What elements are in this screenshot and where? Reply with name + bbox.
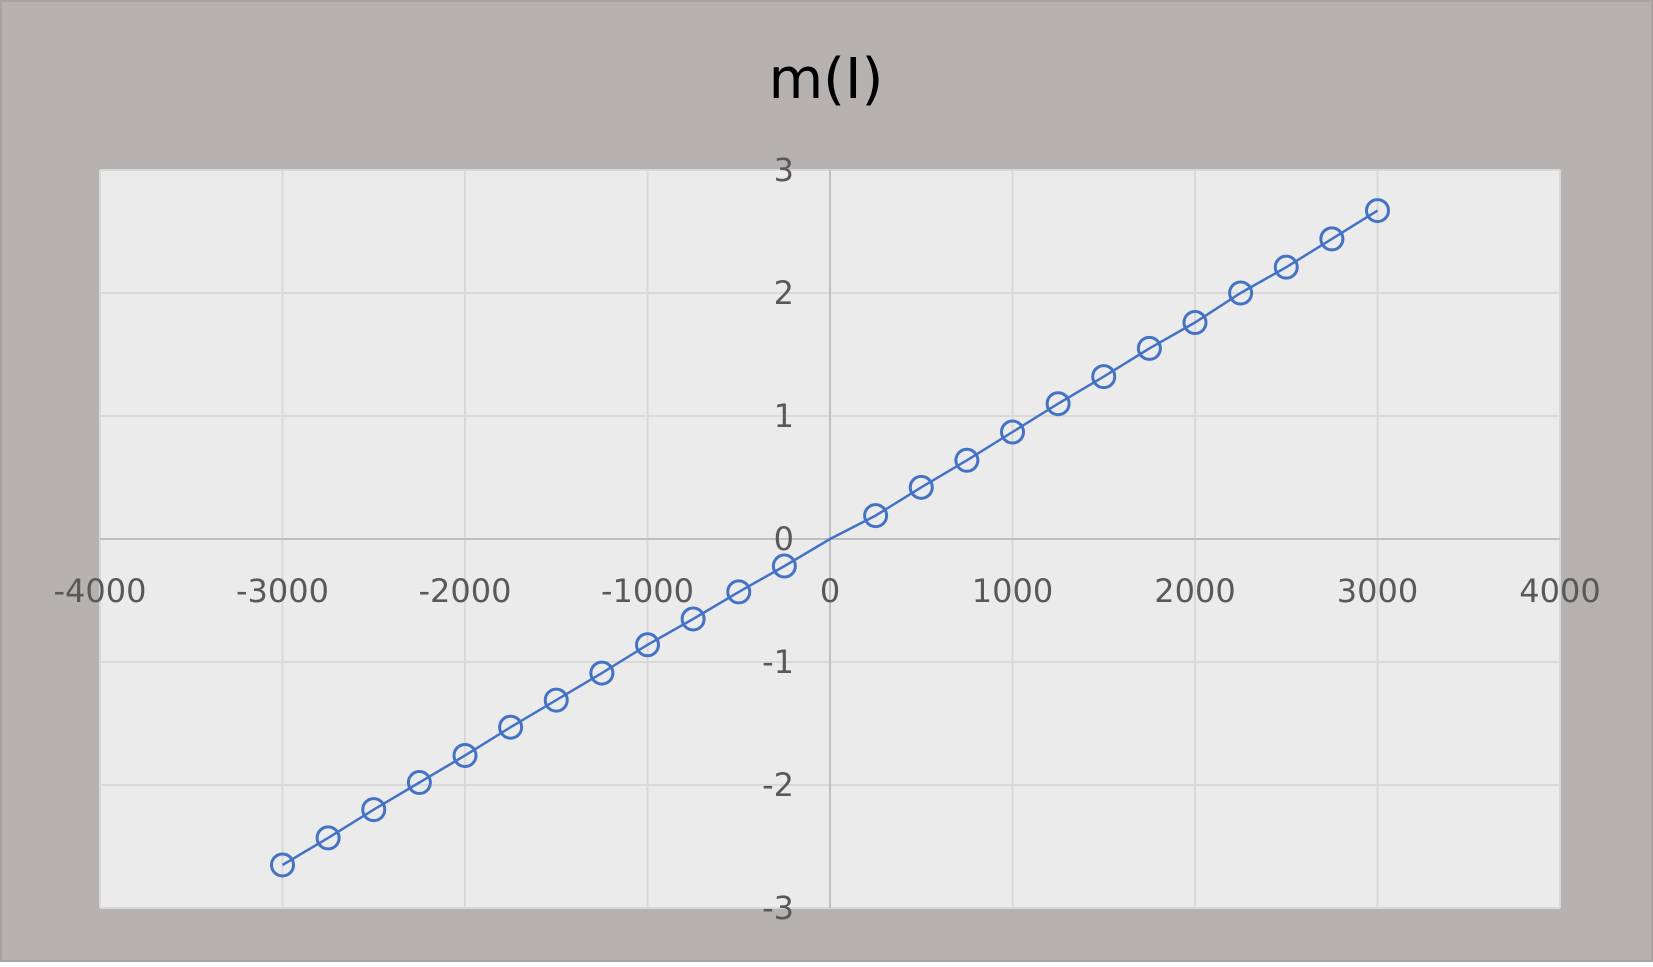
- data-point: [406, 770, 432, 796]
- x-tick-label: -3000: [236, 572, 329, 610]
- data-point: [1000, 419, 1025, 445]
- data-point: [1228, 280, 1254, 306]
- data-point: [1182, 310, 1208, 336]
- y-tick-label: 2: [774, 274, 794, 312]
- x-tick-label: 0: [820, 572, 840, 610]
- chart-title: m(I): [769, 47, 884, 112]
- y-tick-label: -2: [762, 766, 794, 804]
- y-tick-label: 0: [774, 520, 794, 558]
- data-point: [452, 742, 478, 768]
- tick-labels: -4000 -3000 -2000 -1000 0 1000 2000 3000 4000 -3 -…: [54, 151, 1601, 927]
- x-tick-label: -2000: [419, 572, 512, 610]
- x-tick-label: 3000: [1337, 572, 1418, 610]
- y-tick-label: 3: [774, 151, 794, 189]
- y-tick-label: 1: [774, 397, 794, 435]
- data-point: [315, 825, 341, 851]
- data-point: [1273, 254, 1299, 280]
- x-tick-label: 2000: [1154, 572, 1235, 610]
- data-point: [680, 606, 706, 632]
- data-point: [771, 553, 797, 579]
- data-series: [270, 198, 1390, 878]
- x-tick-label: 1000: [972, 572, 1053, 610]
- data-point: [589, 660, 615, 686]
- data-point: [543, 687, 569, 713]
- x-tick-label: -4000: [54, 572, 147, 610]
- series-line: [281, 209, 1379, 867]
- x-tick-label: 4000: [1519, 572, 1600, 610]
- data-point: [1091, 364, 1117, 390]
- data-point: [1136, 335, 1162, 361]
- data-point: [1045, 391, 1071, 417]
- data-point: [954, 447, 980, 473]
- data-point: [863, 503, 889, 529]
- data-point: [635, 632, 660, 658]
- y-tick-label: -1: [762, 643, 794, 681]
- data-point: [726, 579, 752, 605]
- data-point: [361, 797, 387, 823]
- data-point: [908, 474, 934, 500]
- y-tick-label: -3: [762, 889, 794, 927]
- data-point: [498, 714, 524, 740]
- x-tick-label: -1000: [601, 572, 694, 610]
- data-point: [1319, 226, 1345, 252]
- data-point: [270, 852, 295, 878]
- data-point: [1365, 198, 1390, 224]
